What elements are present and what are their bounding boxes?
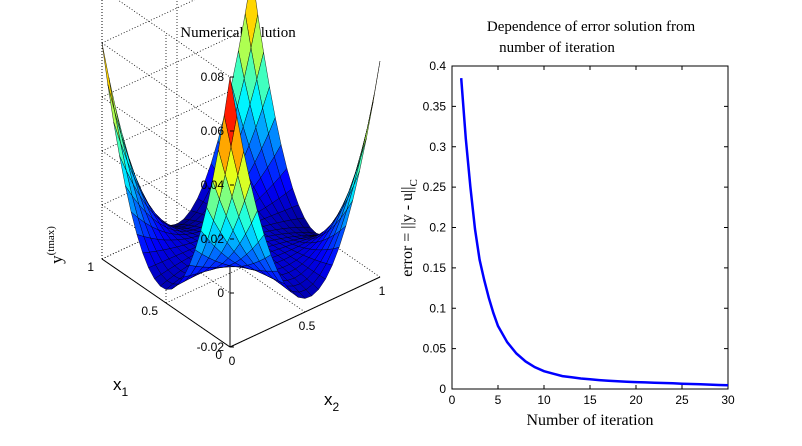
line-ytick-label: 0.2: [429, 221, 446, 235]
line-ytick-label: 0.1: [429, 301, 446, 315]
line-ytick-label: 0: [439, 382, 446, 396]
surface-x1-tick-label: 1: [87, 260, 94, 274]
surface-plot: Numerical solution -0.0200.020.040.060.0…: [45, 0, 386, 414]
line-ytick-label: 0.3: [429, 140, 446, 154]
box-gridline: [101, 188, 253, 260]
surface-x1-tick-label: 0: [215, 348, 222, 362]
surface-mesh: [101, 0, 381, 299]
box-gridline: [101, 0, 196, 44]
surface-zlabel: y(tmax): [45, 226, 66, 264]
line-xtick-label: 0: [449, 393, 456, 407]
surface-patch: [367, 60, 381, 128]
error-line-plot: Dependence of error solution from number…: [399, 19, 735, 429]
line-axes-box: [451, 65, 729, 390]
line-xtick-label: 25: [675, 393, 689, 407]
surface-patch: [346, 171, 360, 210]
box-gridline: [101, 204, 231, 294]
line-title-line2: number of iteration: [499, 40, 615, 56]
surface-ztick-label: 0: [217, 286, 224, 300]
error-series-line: [459, 78, 729, 387]
line-xtick-label: 20: [629, 393, 643, 407]
line-xtick-label: 10: [537, 393, 551, 407]
surface-patch: [107, 84, 121, 143]
line-title-line1: Dependence of error solution from: [487, 19, 696, 35]
line-xlabel: Number of iteration: [526, 412, 653, 429]
surface-ylabel: x1: [113, 375, 129, 399]
box-gridline: [165, 232, 317, 304]
surface-patch: [360, 101, 374, 159]
box-gridline: [101, 42, 231, 132]
surface-patch: [354, 127, 368, 177]
surface-patch: [353, 138, 367, 186]
line-xtick-label: 15: [583, 393, 597, 407]
line-ylabel: error = ||y - u||C: [399, 179, 420, 277]
line-ticks: 0 5 10 15 20 25 30 0 0.05 0.1 0.15 0.2 0.25 0.3 0.35 0.…: [423, 59, 735, 407]
surface-ztick-label: 0.02: [201, 232, 225, 246]
surface-ztick-label: 0.08: [201, 70, 225, 84]
surface-ztick-label: -0.02: [197, 340, 225, 354]
surface-xlabel: x2: [324, 390, 340, 414]
line-series-group: [459, 78, 729, 387]
box-gridline: [229, 276, 381, 348]
line-ytick-label: 0.4: [429, 59, 446, 73]
surface-x2-tick-label: 1: [379, 284, 386, 298]
surface-x1-tick-label: 0.5: [141, 304, 158, 318]
line-ytick-label: 0.25: [423, 180, 447, 194]
surface-patch: [223, 76, 238, 147]
line-ytick-label: 0.05: [423, 342, 447, 356]
box-gridline: [101, 258, 231, 348]
box-gridline: [101, 26, 253, 98]
box-gridline: [101, 80, 253, 152]
surface-patch: [101, 42, 115, 112]
line-xtick-label: 5: [495, 393, 502, 407]
line-ytick-label: 0.15: [423, 261, 447, 275]
line-xtick-label: 30: [721, 393, 735, 407]
surface-x2-tick-label: 0: [229, 354, 236, 368]
surface-x2-tick-label: 0.5: [299, 319, 316, 333]
surface-ztick-label: 0.06: [201, 124, 225, 138]
line-ytick-label: 0.35: [423, 99, 447, 113]
box-gridline: [117, 0, 231, 78]
surface-ztick-label: 0.04: [201, 178, 225, 192]
